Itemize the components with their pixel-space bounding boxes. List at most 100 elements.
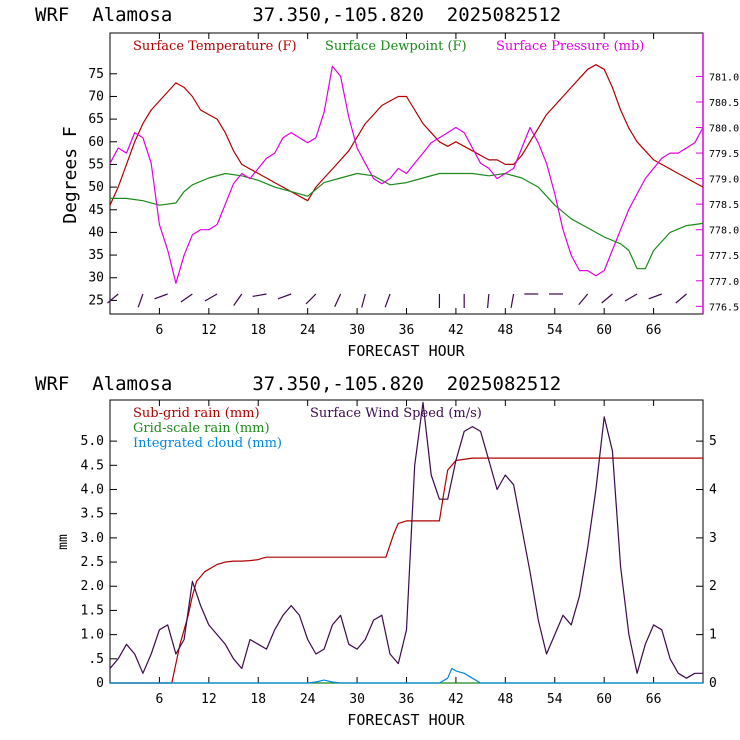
y2-tick-label: 779.5: [709, 149, 739, 160]
x-tick-label: 24: [300, 692, 316, 707]
panel1-legend: Surface Temperature (F) Surface Dewpoint…: [133, 39, 644, 54]
y2-tick-label: 780.5: [709, 98, 739, 109]
legend-surface-wind-speed: Surface Wind Speed (m/s): [310, 406, 482, 421]
y-tick-label: 55: [88, 157, 104, 172]
wind-barb: [137, 293, 144, 308]
panel1-series: [109, 64, 704, 284]
y-tick-label: 4.0: [81, 482, 104, 497]
legend-surface-dewpoint: Surface Dewpoint (F): [325, 39, 467, 54]
y-tick-label: 4.5: [81, 458, 104, 473]
y2-tick-label: 4: [709, 482, 717, 497]
panel1-y-ticks: 25 30 35 40 45 50 55 60 65 70 75: [88, 67, 117, 308]
y-tick-label: 45: [88, 203, 104, 218]
wind-barb: [624, 293, 638, 302]
y-tick-label: 50: [88, 180, 104, 195]
wind-barb: [233, 293, 243, 306]
y-tick-label: 3.5: [81, 507, 104, 522]
legend-gridscale-rain: Grid-scale rain (mm): [133, 421, 270, 436]
wind-barb: [180, 293, 193, 303]
wind-barb: [578, 293, 589, 306]
x-tick-label: 18: [250, 692, 266, 707]
x-tick-label: 48: [498, 692, 514, 707]
y2-tick-label: 780.0: [709, 124, 739, 135]
y2-tick-label: 3: [709, 531, 717, 546]
wind-barb: [487, 293, 490, 308]
x-tick-label: 48: [498, 323, 514, 338]
panel1-y-label: Degrees F: [60, 126, 81, 224]
y-tick-label: 2.0: [81, 579, 104, 594]
x-tick-label: 24: [300, 323, 316, 338]
wind-barb: [384, 293, 391, 308]
wind-barb: [601, 293, 613, 304]
x-tick-label: 6: [156, 692, 164, 707]
x-tick-label: 42: [448, 692, 464, 707]
panel2-y2-ticks: 0 1 2 3 4 5: [696, 434, 717, 691]
y-tick-label: 65: [88, 112, 104, 127]
x-tick-label: 30: [349, 323, 365, 338]
panel2-title: WRF Alamosa 37.350,-105.820 2025082512: [35, 373, 561, 395]
wind-barb: [154, 293, 168, 300]
wind-barb: [675, 293, 687, 304]
panel2-y-label: mm: [56, 534, 71, 550]
wind-barb: [648, 293, 663, 300]
x-tick-label: 60: [596, 323, 612, 338]
y2-tick-label: 781.0: [709, 72, 739, 83]
x-tick-label: 36: [399, 692, 415, 707]
x-tick-label: 42: [448, 323, 464, 338]
wind-barb: [277, 293, 292, 300]
x-tick-label: 12: [201, 692, 217, 707]
y2-tick-label: 778.5: [709, 200, 739, 211]
y-tick-label: 25: [88, 293, 104, 308]
series-line-surface-wind-speed-m-s: [109, 401, 703, 679]
series-line-surface-pressure-mb: [109, 65, 704, 284]
x-tick-label: 54: [547, 692, 563, 707]
y2-tick-label: 777.0: [709, 277, 739, 288]
x-tick-label: 66: [646, 323, 662, 338]
series-line-surface-temperature-f: [109, 64, 704, 206]
y2-tick-label: 776.5: [709, 302, 739, 313]
x-tick-label: 36: [399, 323, 415, 338]
y-tick-label: .5: [88, 652, 104, 667]
panel2-legend: Sub-grid rain (mm) Grid-scale rain (mm) …: [133, 406, 482, 451]
y2-tick-label: 779.0: [709, 175, 739, 186]
panel2-series: [109, 401, 703, 684]
y-tick-label: 2.5: [81, 555, 104, 570]
y-tick-label: 0: [96, 676, 104, 691]
legend-integrated-cloud: Integrated cloud (mm): [133, 436, 282, 451]
y-tick-label: 75: [88, 67, 104, 82]
y-tick-label: 30: [88, 271, 104, 286]
x-tick-label: 12: [201, 323, 217, 338]
temperature-panel: WRF Alamosa 37.350,-105.820 2025082512 S…: [35, 4, 739, 360]
y-tick-label: 60: [88, 135, 104, 150]
series-line-surface-dewpoint-f: [110, 172, 704, 270]
y2-tick-label: 2: [709, 579, 717, 594]
panel2-x-ticks: 6 12 18 24 30 36 42 48 54 60 66: [156, 400, 662, 707]
panel2-x-label: FORECAST HOUR: [347, 711, 465, 729]
legend-subgrid-rain: Sub-grid rain (mm): [133, 406, 260, 421]
y-tick-label: 3.0: [81, 531, 104, 546]
panel1-title: WRF Alamosa 37.350,-105.820 2025082512: [35, 4, 561, 26]
x-tick-label: 54: [547, 323, 563, 338]
y-tick-label: 1.5: [81, 603, 104, 618]
y2-tick-label: 0: [709, 676, 717, 691]
x-tick-label: 18: [250, 323, 266, 338]
wind-barb: [361, 293, 366, 308]
series-line-sub-grid-rain-mm: [110, 457, 703, 684]
legend-surface-pressure: Surface Pressure (mb): [496, 39, 644, 54]
y2-tick-label: 5: [709, 434, 717, 449]
wind-barbs: [107, 293, 687, 309]
wind-barb: [107, 293, 119, 304]
y-tick-label: 40: [88, 225, 104, 240]
y-tick-label: 35: [88, 248, 104, 263]
panel1-y2-ticks: 776.5 777.0 777.5 778.0 778.5 779.0 779.5 780.0…: [696, 72, 739, 313]
wind-barb: [334, 293, 342, 307]
x-tick-label: 6: [156, 323, 164, 338]
y-tick-label: 70: [88, 89, 104, 104]
panel2-y-ticks: 0 .5 1.0 1.5 2.0 2.5 3.0 3.5 4.0 4.5 5.0: [81, 434, 117, 691]
x-tick-label: 66: [646, 692, 662, 707]
panel1-x-label: FORECAST HOUR: [347, 342, 465, 360]
y-tick-label: 5.0: [81, 434, 104, 449]
panel1-x-ticks: 6 12 18 24 30 36 42 48 54 60 66: [156, 33, 662, 338]
x-tick-label: 30: [349, 692, 365, 707]
